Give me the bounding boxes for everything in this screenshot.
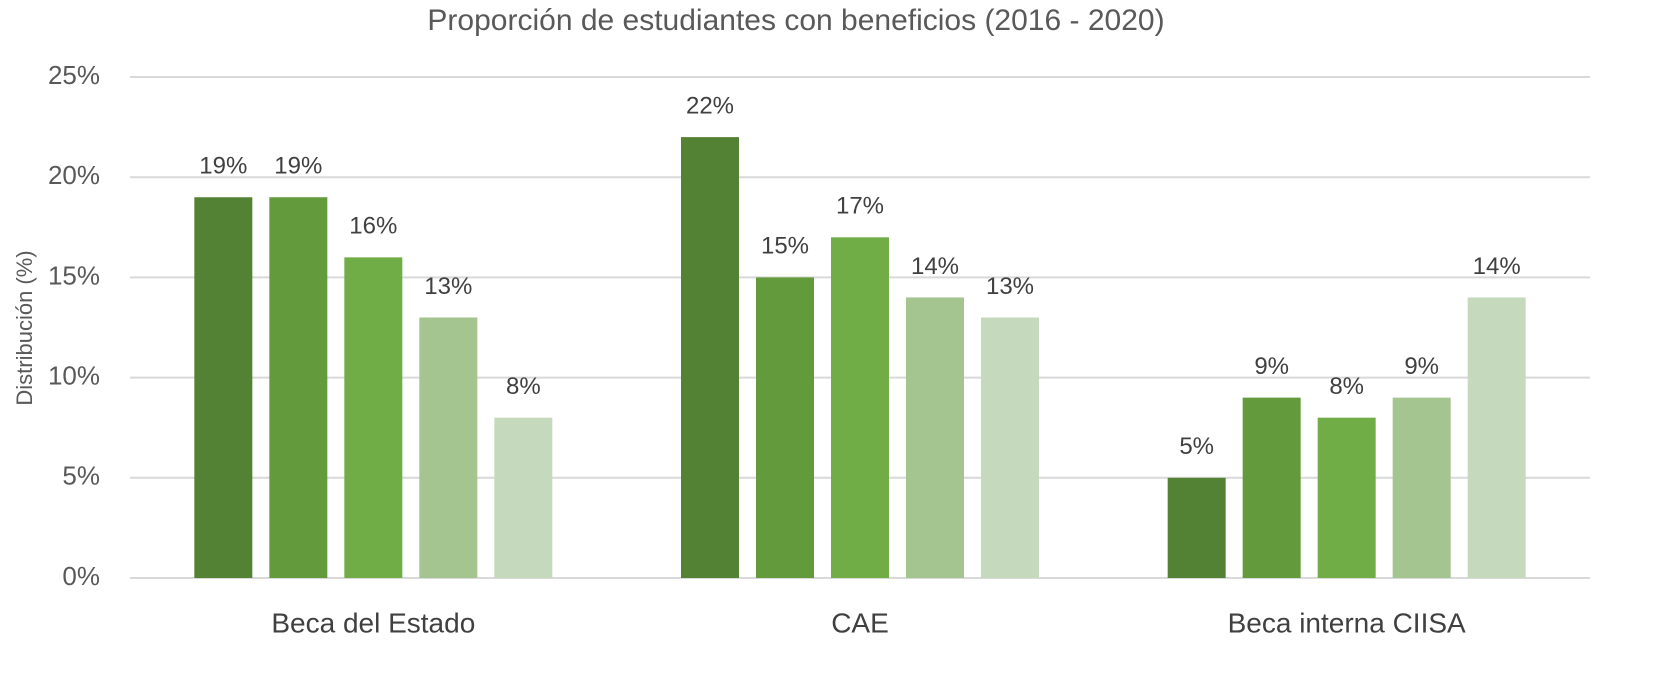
x-tick-label: Beca del Estado xyxy=(271,607,475,638)
data-label: 22% xyxy=(686,92,734,119)
bar xyxy=(344,257,403,578)
data-label: 13% xyxy=(986,273,1034,300)
bar xyxy=(1392,397,1451,578)
x-tick-label: CAE xyxy=(831,607,889,638)
data-label: 13% xyxy=(424,273,472,300)
chart-title: Proporción de estudiantes con beneficios… xyxy=(427,4,1164,37)
data-label: 14% xyxy=(911,253,959,280)
data-label: 9% xyxy=(1254,353,1289,380)
bar xyxy=(1317,417,1376,578)
y-tick-label: 20% xyxy=(48,160,100,190)
bar xyxy=(906,297,964,578)
bar xyxy=(1242,397,1301,578)
bar xyxy=(419,317,478,578)
bar xyxy=(831,237,889,578)
data-label: 9% xyxy=(1404,353,1439,380)
bar xyxy=(681,137,739,578)
data-label: 14% xyxy=(1473,253,1521,280)
x-tick-label: Beca interna CIISA xyxy=(1228,607,1466,638)
bar xyxy=(1467,297,1526,578)
y-axis-label: Distribución (%) xyxy=(12,250,37,405)
bar xyxy=(269,197,328,579)
data-label: 5% xyxy=(1179,433,1214,460)
data-label: 19% xyxy=(199,153,247,180)
data-label: 8% xyxy=(506,373,541,400)
y-tick-label: 10% xyxy=(48,360,100,390)
data-label: 17% xyxy=(836,193,884,220)
data-label: 16% xyxy=(349,213,397,240)
bar xyxy=(194,197,253,579)
data-label: 15% xyxy=(761,233,809,260)
data-label: 8% xyxy=(1329,373,1364,400)
bar xyxy=(494,417,553,578)
data-label: 19% xyxy=(274,153,322,180)
y-tick-label: 5% xyxy=(62,461,100,491)
y-tick-label: 15% xyxy=(48,260,100,290)
y-tick-label: 25% xyxy=(48,60,100,90)
y-tick-label: 0% xyxy=(62,561,100,591)
bar xyxy=(756,277,814,578)
bar xyxy=(981,317,1039,578)
bar xyxy=(1167,477,1226,578)
